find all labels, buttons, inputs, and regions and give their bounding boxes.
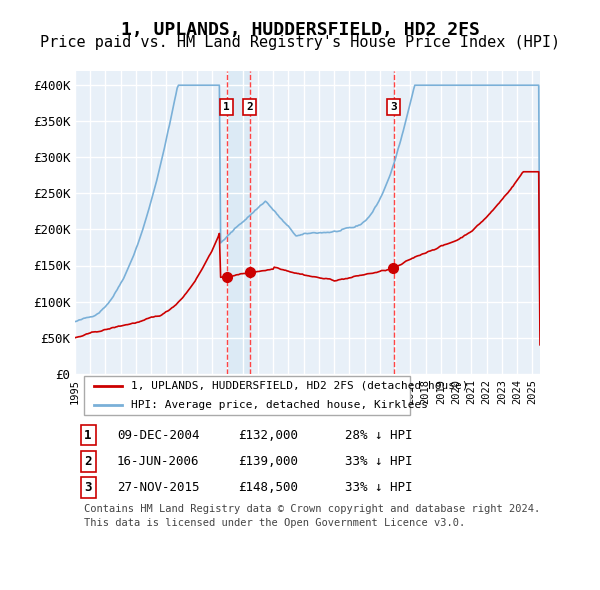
Text: 33% ↓ HPI: 33% ↓ HPI	[344, 455, 412, 468]
Text: 1, UPLANDS, HUDDERSFIELD, HD2 2FS: 1, UPLANDS, HUDDERSFIELD, HD2 2FS	[121, 21, 479, 39]
Text: This data is licensed under the Open Government Licence v3.0.: This data is licensed under the Open Gov…	[84, 518, 466, 528]
Text: 3: 3	[390, 102, 397, 112]
Text: 33% ↓ HPI: 33% ↓ HPI	[344, 481, 412, 494]
Text: 28% ↓ HPI: 28% ↓ HPI	[344, 428, 412, 441]
Text: 2: 2	[84, 455, 92, 468]
Text: 1: 1	[223, 102, 230, 112]
Text: 1: 1	[84, 428, 92, 441]
Text: £139,000: £139,000	[238, 455, 298, 468]
Text: Contains HM Land Registry data © Crown copyright and database right 2024.: Contains HM Land Registry data © Crown c…	[84, 504, 541, 514]
Text: 2: 2	[247, 102, 253, 112]
Bar	[227, 71, 250, 373]
Text: 09-DEC-2004: 09-DEC-2004	[117, 428, 199, 441]
Text: 16-JUN-2006: 16-JUN-2006	[117, 455, 199, 468]
Text: 27-NOV-2015: 27-NOV-2015	[117, 481, 199, 494]
Text: £132,000: £132,000	[238, 428, 298, 441]
Bar	[393, 71, 394, 373]
Text: £148,500: £148,500	[238, 481, 298, 494]
Text: 1, UPLANDS, HUDDERSFIELD, HD2 2FS (detached house): 1, UPLANDS, HUDDERSFIELD, HD2 2FS (detac…	[131, 381, 469, 391]
Text: 3: 3	[84, 481, 92, 494]
Text: Price paid vs. HM Land Registry's House Price Index (HPI): Price paid vs. HM Land Registry's House …	[40, 35, 560, 50]
Text: HPI: Average price, detached house, Kirklees: HPI: Average price, detached house, Kirk…	[131, 400, 428, 410]
FancyBboxPatch shape	[84, 376, 410, 415]
